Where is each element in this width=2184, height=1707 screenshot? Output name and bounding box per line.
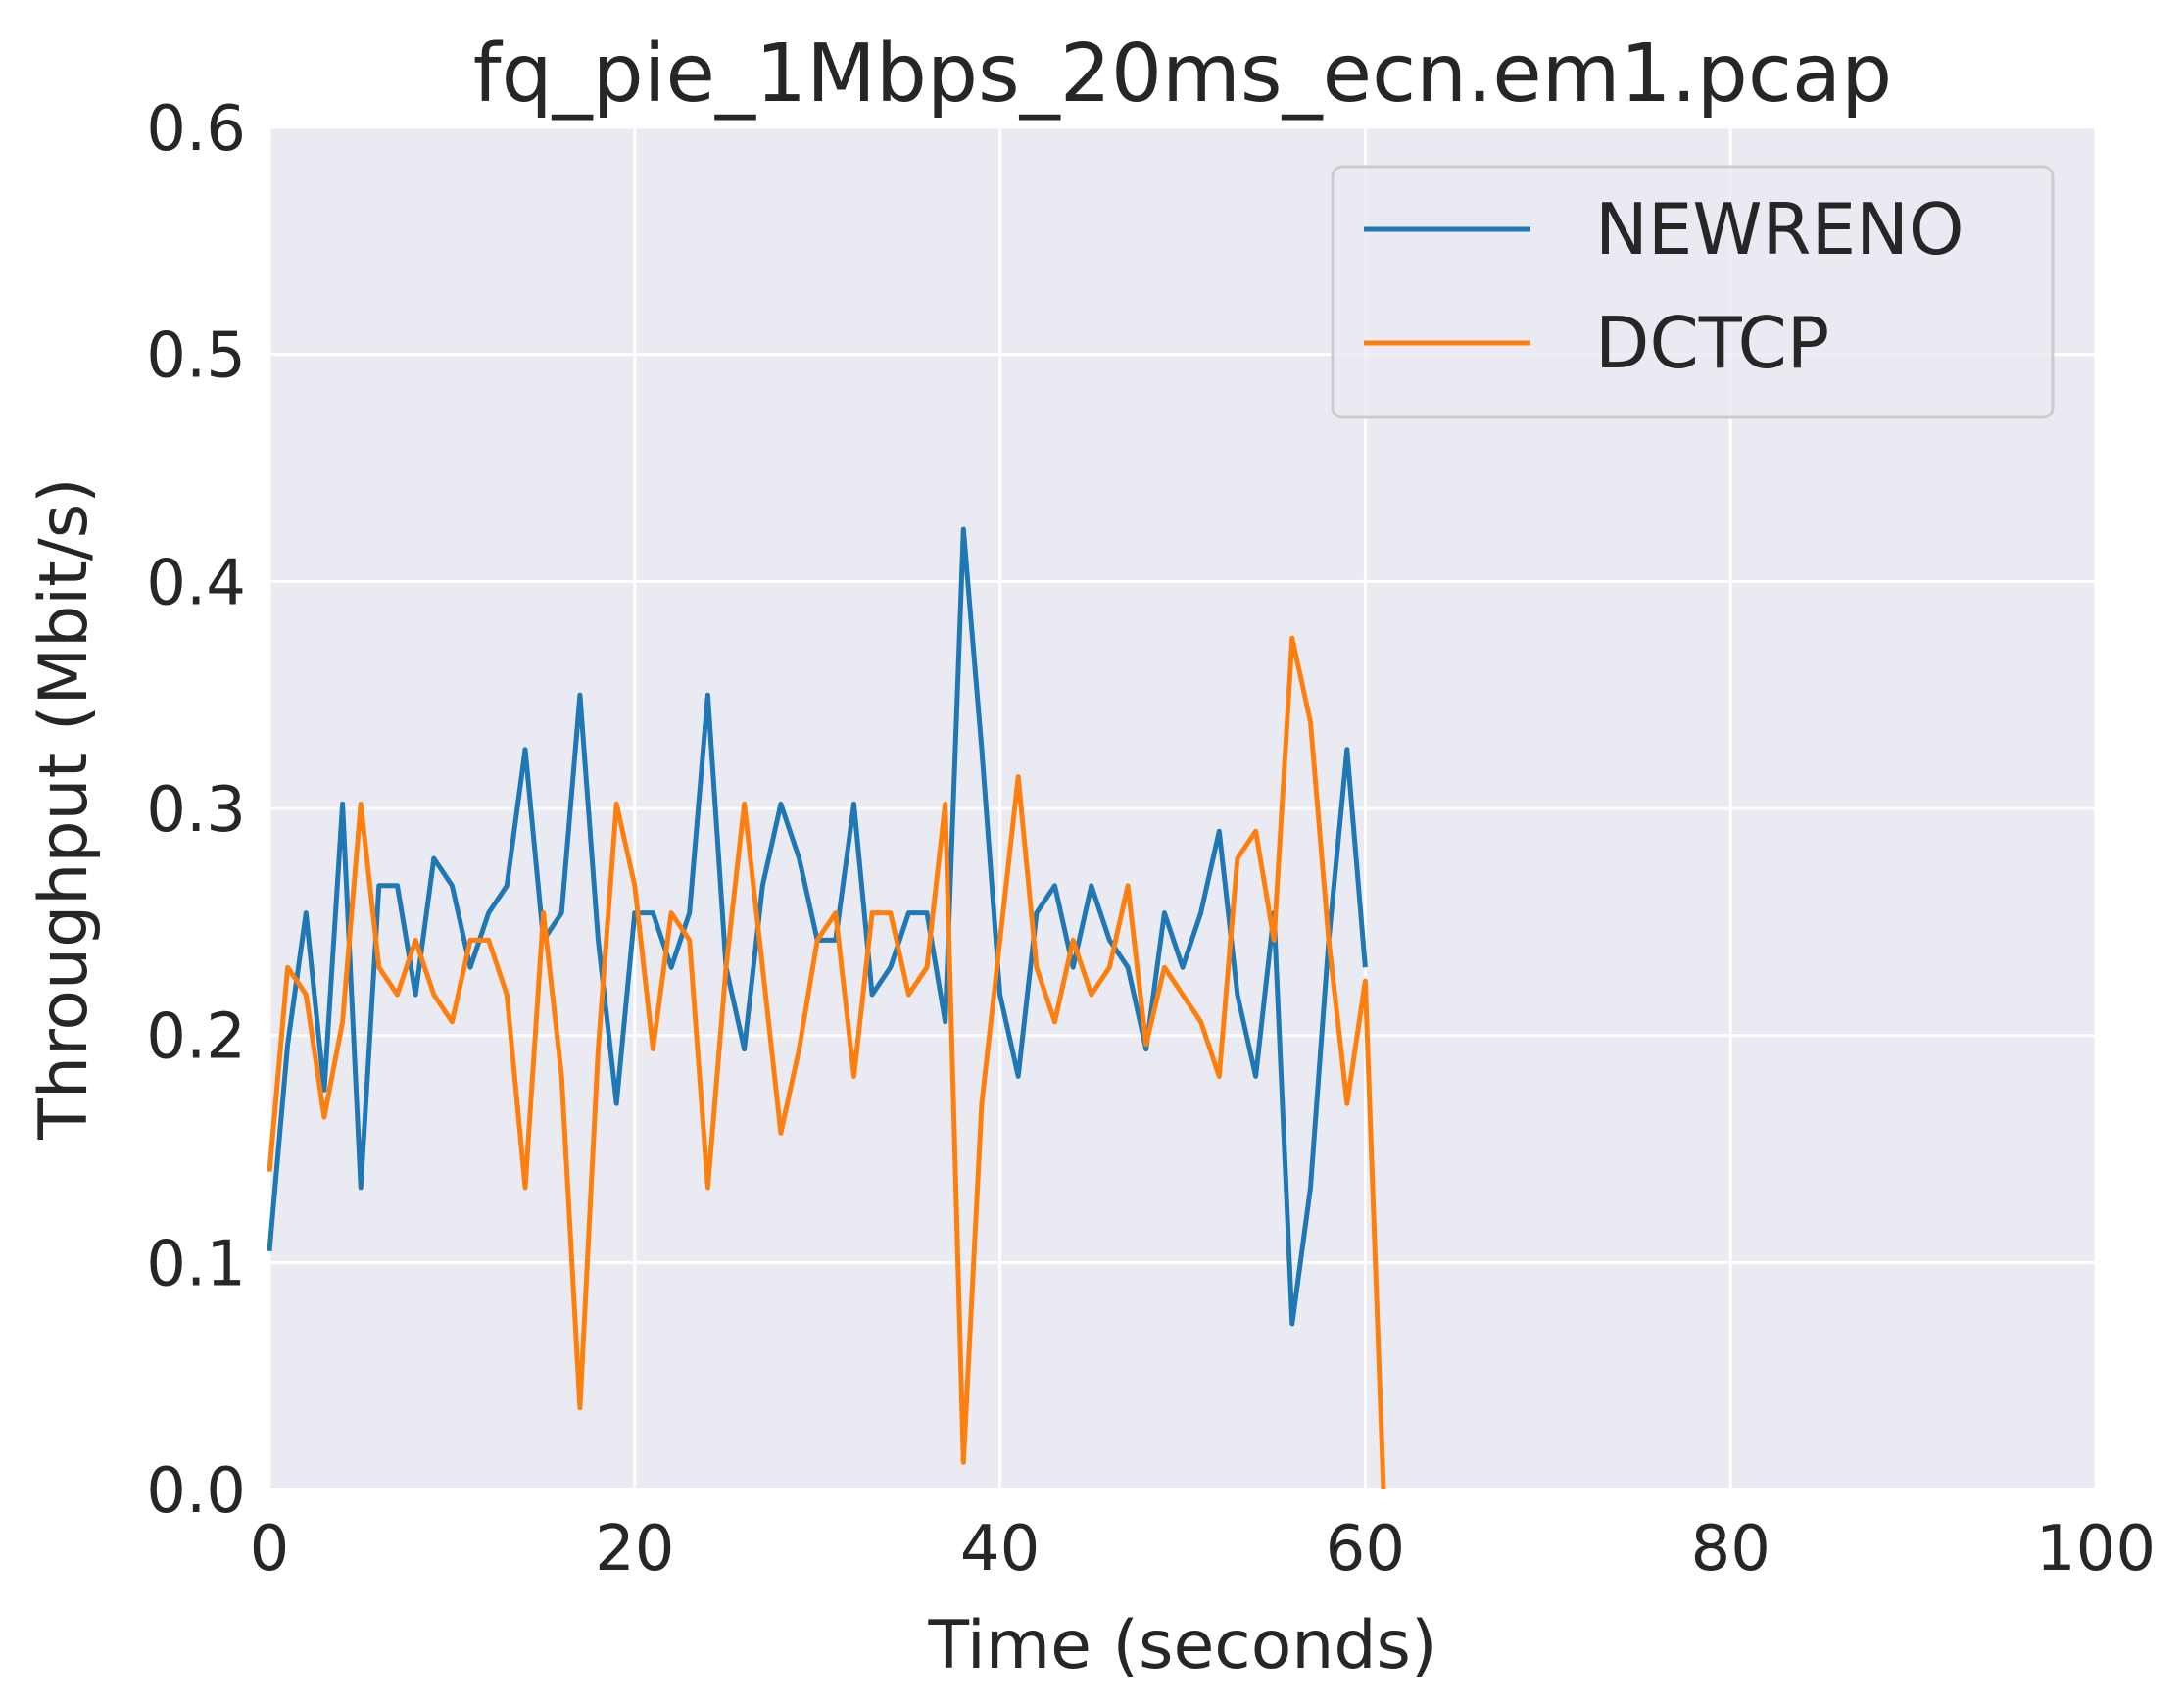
tick-labels: 0 20 40 60 80 100 0.0 0.1 0.2 0.3 0.4 0.5 0.6	[146, 93, 2156, 1585]
y-axis-label: Throughput (Mbit/s)	[25, 477, 103, 1140]
x-axis-label: Time (seconds)	[927, 1607, 1436, 1684]
y-tick-label: 0.6	[146, 93, 246, 166]
x-tick-label: 100	[2036, 1513, 2156, 1585]
y-tick-label: 0.4	[146, 547, 246, 619]
y-tick-label: 0.0	[146, 1455, 246, 1528]
x-tick-label: 40	[960, 1513, 1040, 1585]
x-tick-label: 0	[250, 1513, 290, 1585]
chart-title: fq_pie_1Mbps_20ms_ecn.em1.pcap	[473, 27, 1892, 121]
y-tick-label: 0.2	[146, 1001, 246, 1074]
y-tick-label: 0.5	[146, 320, 246, 393]
legend-label-newreno: NEWRENO	[1595, 188, 1965, 270]
x-tick-label: 60	[1326, 1513, 1405, 1585]
y-tick-label: 0.3	[146, 774, 246, 847]
x-tick-label: 20	[595, 1513, 674, 1585]
x-tick-label: 80	[1690, 1513, 1770, 1585]
legend: NEWRENO DCTCP	[1331, 165, 2055, 419]
series-layer	[267, 526, 1386, 1490]
y-tick-label: 0.1	[146, 1228, 246, 1300]
series-line-dctcp	[267, 635, 1386, 1490]
legend-label-dctcp: DCTCP	[1595, 302, 1829, 384]
